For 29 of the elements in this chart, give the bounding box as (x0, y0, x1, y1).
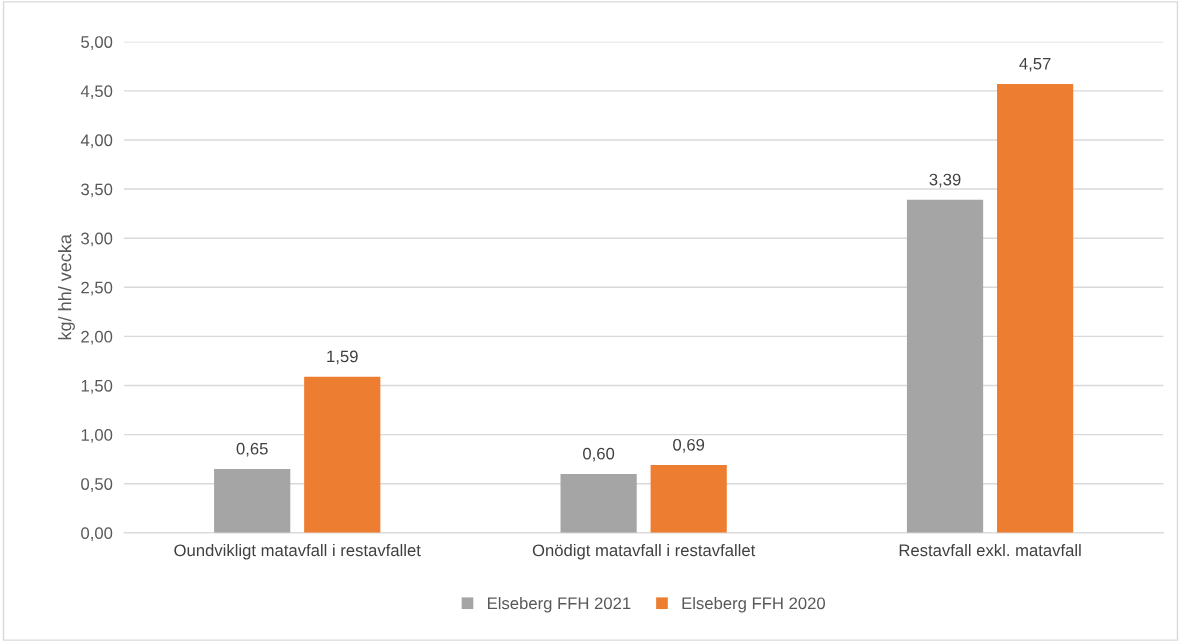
data-label: 0,60 (583, 447, 615, 462)
y-axis-title: kg/ hh/ vecka (58, 234, 75, 340)
data-label: 3,39 (929, 173, 961, 188)
y-tick-label: 1,50 (81, 379, 113, 394)
y-tick-label: 2,00 (81, 330, 113, 345)
bar (304, 376, 381, 533)
y-tick-label: 3,00 (81, 232, 113, 247)
x-tick-label: Oundvikligt matavfall i restavfallet (174, 543, 421, 560)
data-label: 0,69 (673, 438, 705, 453)
bar (214, 469, 291, 533)
y-tick-label: 5,00 (81, 36, 113, 50)
y-tick-label: 1,00 (81, 429, 113, 443)
legend-label: Elseberg FFH 2020 (682, 596, 826, 613)
x-tick-label: Onödigt matavfall i restavfallet (532, 543, 756, 560)
bar (560, 473, 637, 533)
legend-label: Elseberg FFH 2021 (488, 596, 631, 613)
data-label: 0,65 (236, 442, 268, 457)
bar (906, 199, 984, 533)
y-tick-label: 4,50 (80, 85, 113, 100)
y-tick-label: 2,50 (81, 281, 113, 296)
y-tick-label: 3,50 (81, 183, 113, 198)
x-tick-label: Restavfall exkl. matavfall (899, 543, 1081, 557)
y-tick-label: 0,50 (81, 478, 113, 492)
y-tick-label: 0,00 (81, 527, 113, 542)
y-tick-label: 4,00 (80, 134, 113, 149)
bar (997, 83, 1074, 533)
bar (650, 465, 727, 533)
data-label: 1,59 (327, 350, 358, 365)
data-label: 4,57 (1019, 57, 1051, 72)
